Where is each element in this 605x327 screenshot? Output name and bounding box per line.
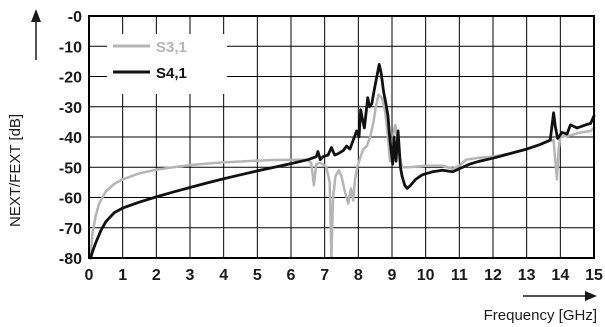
x-tick-label: 2 bbox=[152, 267, 161, 284]
x-axis-title-group: Frequency [GHz] bbox=[484, 291, 597, 324]
legend-background bbox=[107, 34, 227, 94]
x-tick-label: 7 bbox=[320, 267, 329, 284]
y-tick-label: -20 bbox=[59, 70, 82, 87]
x-tick-label: 12 bbox=[484, 267, 502, 284]
plot-frame bbox=[88, 15, 595, 259]
plot-border bbox=[88, 15, 595, 259]
y-tick-label: -80 bbox=[59, 251, 82, 268]
y-axis-arrow-icon bbox=[31, 9, 41, 22]
x-tick-label: 1 bbox=[118, 267, 127, 284]
tick-labels: 0 1 2 3 4 5 6 7 8 9 10 11 12 13 14 15-0-10-20-30-40-50-… bbox=[59, 9, 603, 284]
y-axis-title: NEXT/FEXT [dB] bbox=[7, 114, 24, 227]
x-axis-title: Frequency [GHz] bbox=[484, 307, 597, 324]
x-tick-label: 4 bbox=[219, 267, 228, 284]
x-tick-label: 3 bbox=[186, 267, 195, 284]
legend-label-s31: S3,1 bbox=[156, 39, 187, 56]
x-tick-label: 10 bbox=[417, 267, 435, 284]
y-axis-title-group: NEXT/FEXT [dB] bbox=[7, 9, 41, 227]
x-tick-label: 9 bbox=[388, 267, 397, 284]
y-tick-label: -30 bbox=[59, 100, 82, 117]
x-tick-label: 13 bbox=[518, 267, 536, 284]
x-tick-label: 14 bbox=[551, 267, 569, 284]
legend-label-s41: S4,1 bbox=[156, 65, 187, 82]
x-tick-label: 5 bbox=[253, 267, 262, 284]
legend: S3,1 S4,1 bbox=[107, 34, 227, 94]
series-line-s41 bbox=[89, 63, 596, 260]
y-tick-label: -0 bbox=[68, 9, 82, 26]
x-tick-label: 15 bbox=[585, 267, 603, 284]
y-tick-label: -50 bbox=[59, 160, 82, 177]
series-line-s31 bbox=[89, 93, 596, 260]
y-tick-label: -10 bbox=[59, 39, 82, 56]
x-tick-label: 11 bbox=[451, 267, 468, 284]
y-tick-label: -70 bbox=[59, 221, 82, 238]
y-tick-label: -60 bbox=[59, 191, 82, 208]
x-tick-label: 8 bbox=[354, 267, 363, 284]
y-tick-label: -40 bbox=[59, 130, 82, 147]
x-axis-arrow-icon bbox=[585, 291, 597, 301]
x-tick-label: 6 bbox=[287, 267, 296, 284]
x-tick-label: 0 bbox=[85, 267, 94, 284]
series-layer bbox=[89, 63, 596, 260]
